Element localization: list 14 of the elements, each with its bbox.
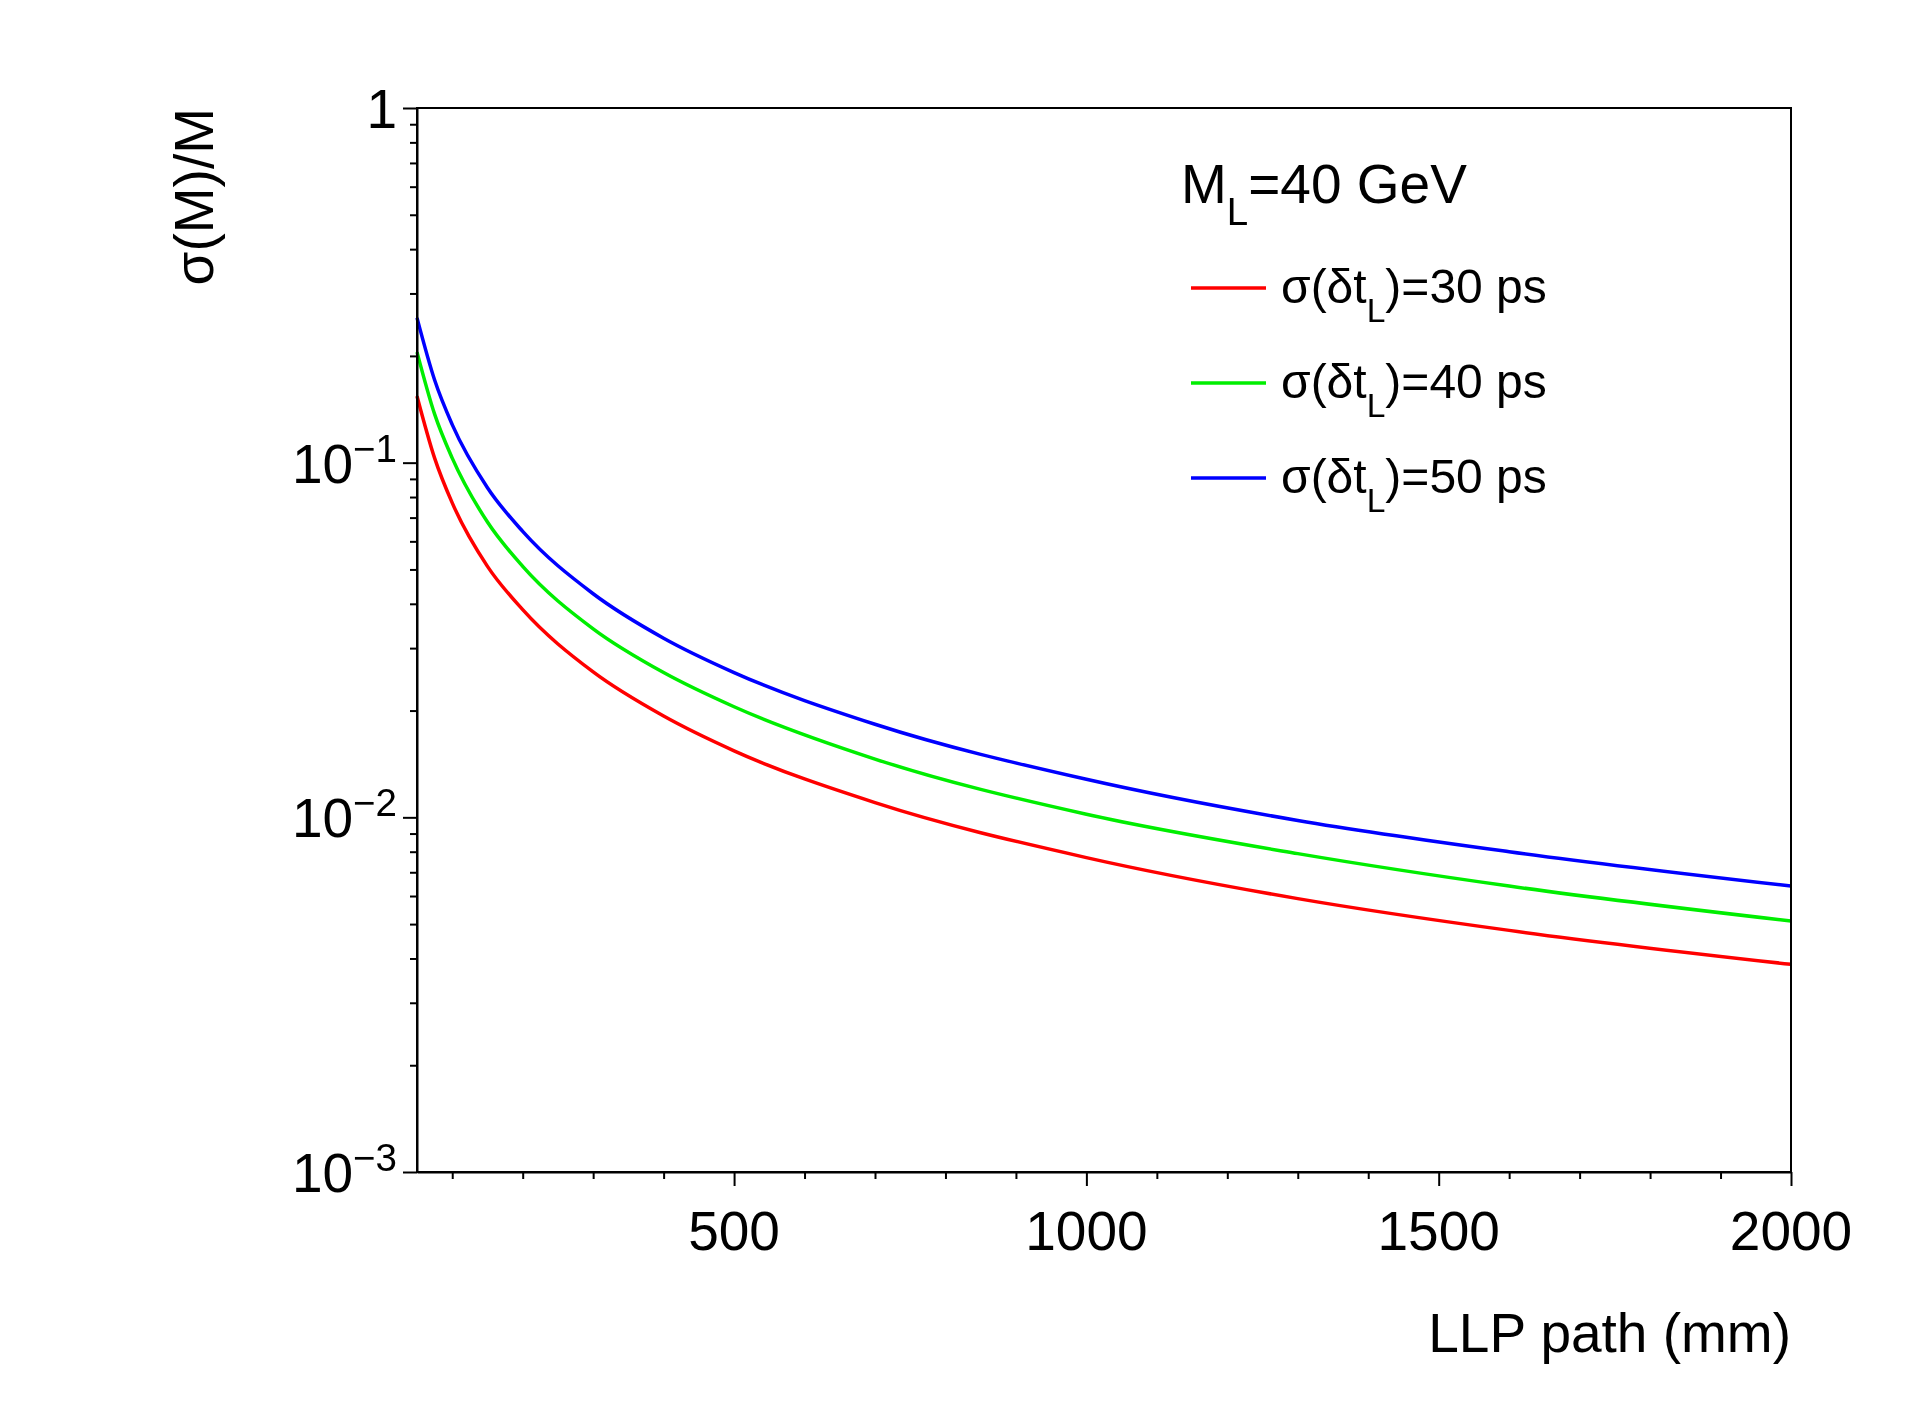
y-tick-label: 10$^{−1}$ — [291, 426, 397, 495]
x-tick-label: 2000 — [1729, 1200, 1853, 1262]
x-axis-title: LLP path (mm) — [1428, 1302, 1791, 1364]
legend-label: σ(δt$_{L}$)=50 ps — [1281, 450, 1547, 519]
legend-label: σ(δt$_{L}$)=40 ps — [1281, 355, 1547, 424]
y-tick-label: 10$^{−3}$ — [291, 1135, 397, 1204]
x-tick-label: 500 — [688, 1200, 780, 1262]
legend-title: M$_{L}$=40 GeV — [1181, 153, 1468, 233]
y-tick-label: 1 — [366, 78, 397, 140]
x-tick-label: 1000 — [1025, 1200, 1148, 1262]
y-tick-label: 10$^{−2}$ — [291, 780, 397, 850]
legend-label: σ(δt$_{L}$)=30 ps — [1281, 260, 1547, 329]
x-tick-label: 1500 — [1377, 1200, 1500, 1262]
y-axis-title: σ(M)/M — [163, 108, 225, 286]
